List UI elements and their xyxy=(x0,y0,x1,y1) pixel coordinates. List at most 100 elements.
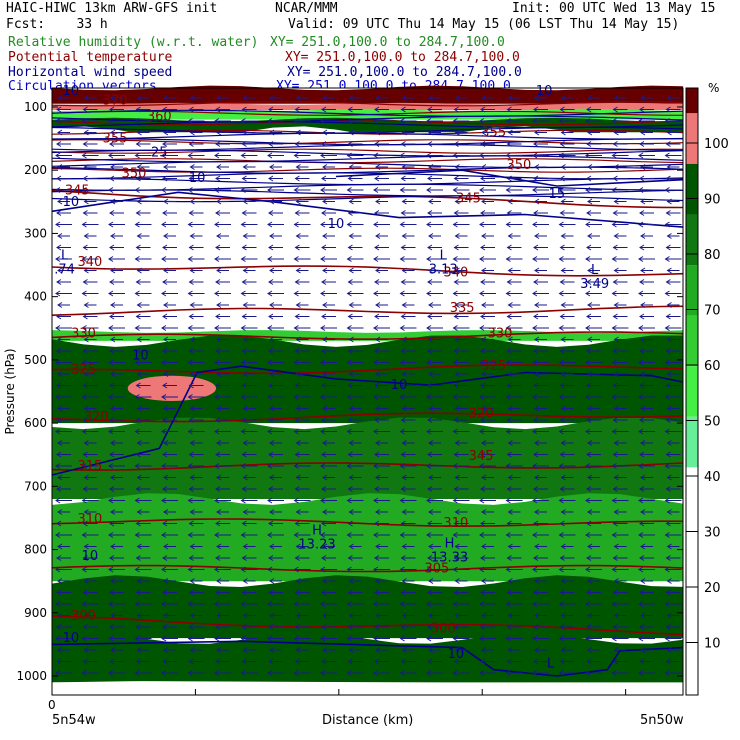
wind-vector-head xyxy=(665,624,671,630)
wind-vector-head xyxy=(188,624,194,630)
wind-vector-head xyxy=(586,624,592,630)
wind-vector-head xyxy=(532,497,538,504)
contour-label: 355 xyxy=(103,132,128,147)
wind-vector-head xyxy=(399,256,405,262)
wind-vector-head xyxy=(587,578,593,584)
wind-vector-head xyxy=(108,497,114,504)
wind-vector-head xyxy=(321,279,327,285)
wind-vector-head xyxy=(612,520,618,527)
wind-vector-head xyxy=(534,440,540,446)
wind-vector-head xyxy=(55,428,61,435)
wind-vector-head xyxy=(428,578,434,584)
theta-contour xyxy=(51,331,684,341)
wind-vector-head xyxy=(55,187,61,193)
wind-vector-head xyxy=(348,95,354,101)
wind-vector-head xyxy=(560,612,566,619)
wind-vector-head xyxy=(109,313,115,320)
theta-contour xyxy=(51,462,684,471)
wind-vector-head xyxy=(586,244,592,251)
wind-vector-head xyxy=(215,210,221,216)
wind-vector-head xyxy=(242,198,248,205)
field-xy-rh: XY= 251.0,100.0 to 284.7,100.0 xyxy=(270,35,505,50)
wind-vector-head xyxy=(189,543,195,550)
wind-vector-head xyxy=(347,451,353,458)
wind-vector-head xyxy=(268,382,274,389)
wind-vector-head xyxy=(481,612,487,619)
wind-vector-head xyxy=(585,463,591,469)
wind-vector-head xyxy=(613,129,619,136)
wind-vector-head xyxy=(55,566,61,573)
wind-vector-head xyxy=(322,198,328,205)
wind-vector-head xyxy=(293,394,299,400)
wind-vector-head xyxy=(638,497,644,504)
wind-vector-head xyxy=(505,532,511,538)
wind-vector-head xyxy=(666,474,672,481)
wind-vector-head xyxy=(187,428,193,435)
wind-vector-head xyxy=(399,670,405,676)
wind-vector-head xyxy=(533,486,539,492)
wind-vector-head xyxy=(638,566,644,573)
wind-vector-head xyxy=(162,382,168,389)
wind-vector-head xyxy=(214,256,220,262)
wind-vector-head xyxy=(241,244,247,251)
wind-vector-head xyxy=(373,463,379,469)
wind-vector-head xyxy=(267,463,273,469)
wind-vector-head xyxy=(481,129,487,136)
wind-vector-head xyxy=(452,152,458,159)
wind-vector-head xyxy=(533,658,539,665)
wind-vector-head xyxy=(57,267,63,274)
wind-vector-head xyxy=(56,313,62,320)
wind-vector-head xyxy=(294,589,300,596)
wind-vector-head xyxy=(586,348,592,354)
wind-vector-head xyxy=(268,417,274,423)
wind-vector-head xyxy=(242,405,248,412)
wind-vector-head xyxy=(268,520,274,527)
wind-vector-head xyxy=(293,428,299,435)
wind-vector-head xyxy=(400,106,406,113)
wind-vector-head xyxy=(400,210,406,216)
wind-vector-head xyxy=(268,279,274,285)
wind-vector-head xyxy=(480,451,486,458)
wind-vector-head xyxy=(161,428,167,435)
wind-vector-head xyxy=(401,509,407,515)
wind-vector-head xyxy=(558,566,564,573)
wind-vector-head xyxy=(481,509,487,515)
wind-vector-head xyxy=(664,601,670,607)
wind-vector-head xyxy=(639,589,645,596)
wind-vector-head xyxy=(161,532,167,538)
wind-vector-head xyxy=(480,244,486,251)
wind-vector-head xyxy=(347,624,353,630)
wind-vector-head xyxy=(428,440,434,446)
wind-vector-head xyxy=(346,359,352,366)
wind-vector-head xyxy=(214,601,220,607)
wind-vector-head xyxy=(188,279,194,285)
wind-vector-head xyxy=(611,497,617,504)
colorbar-tick-label: 50 xyxy=(704,415,721,430)
wind-vector-head xyxy=(374,313,380,320)
wind-vector-head xyxy=(558,601,564,607)
wind-vector-head xyxy=(293,532,299,538)
theta-contour-upper xyxy=(51,139,684,145)
wind-vector-head xyxy=(214,325,220,331)
wind-vector-head xyxy=(480,210,486,216)
wind-vector-head xyxy=(375,440,381,446)
wind-vector-head xyxy=(189,95,195,101)
wind-vector-head xyxy=(110,371,116,377)
wind-vector-head xyxy=(321,417,327,423)
colorbar-band xyxy=(686,113,698,164)
wind-vector-head xyxy=(294,279,300,285)
wind-vector-head xyxy=(399,601,405,607)
wind-vector-head xyxy=(82,555,88,561)
wind-vector-head xyxy=(666,371,672,377)
wind-vector-head xyxy=(240,566,246,573)
wind-vector-head xyxy=(293,463,299,469)
wind-vector-head xyxy=(401,578,407,584)
wind-vector-head xyxy=(187,670,193,676)
theta-contours xyxy=(51,101,684,636)
wind-vector-head xyxy=(666,129,672,136)
wind-vector-head xyxy=(400,451,406,458)
wind-vector-head xyxy=(479,532,485,538)
wind-vector-head xyxy=(348,578,354,584)
wind-vector-head xyxy=(110,302,116,308)
